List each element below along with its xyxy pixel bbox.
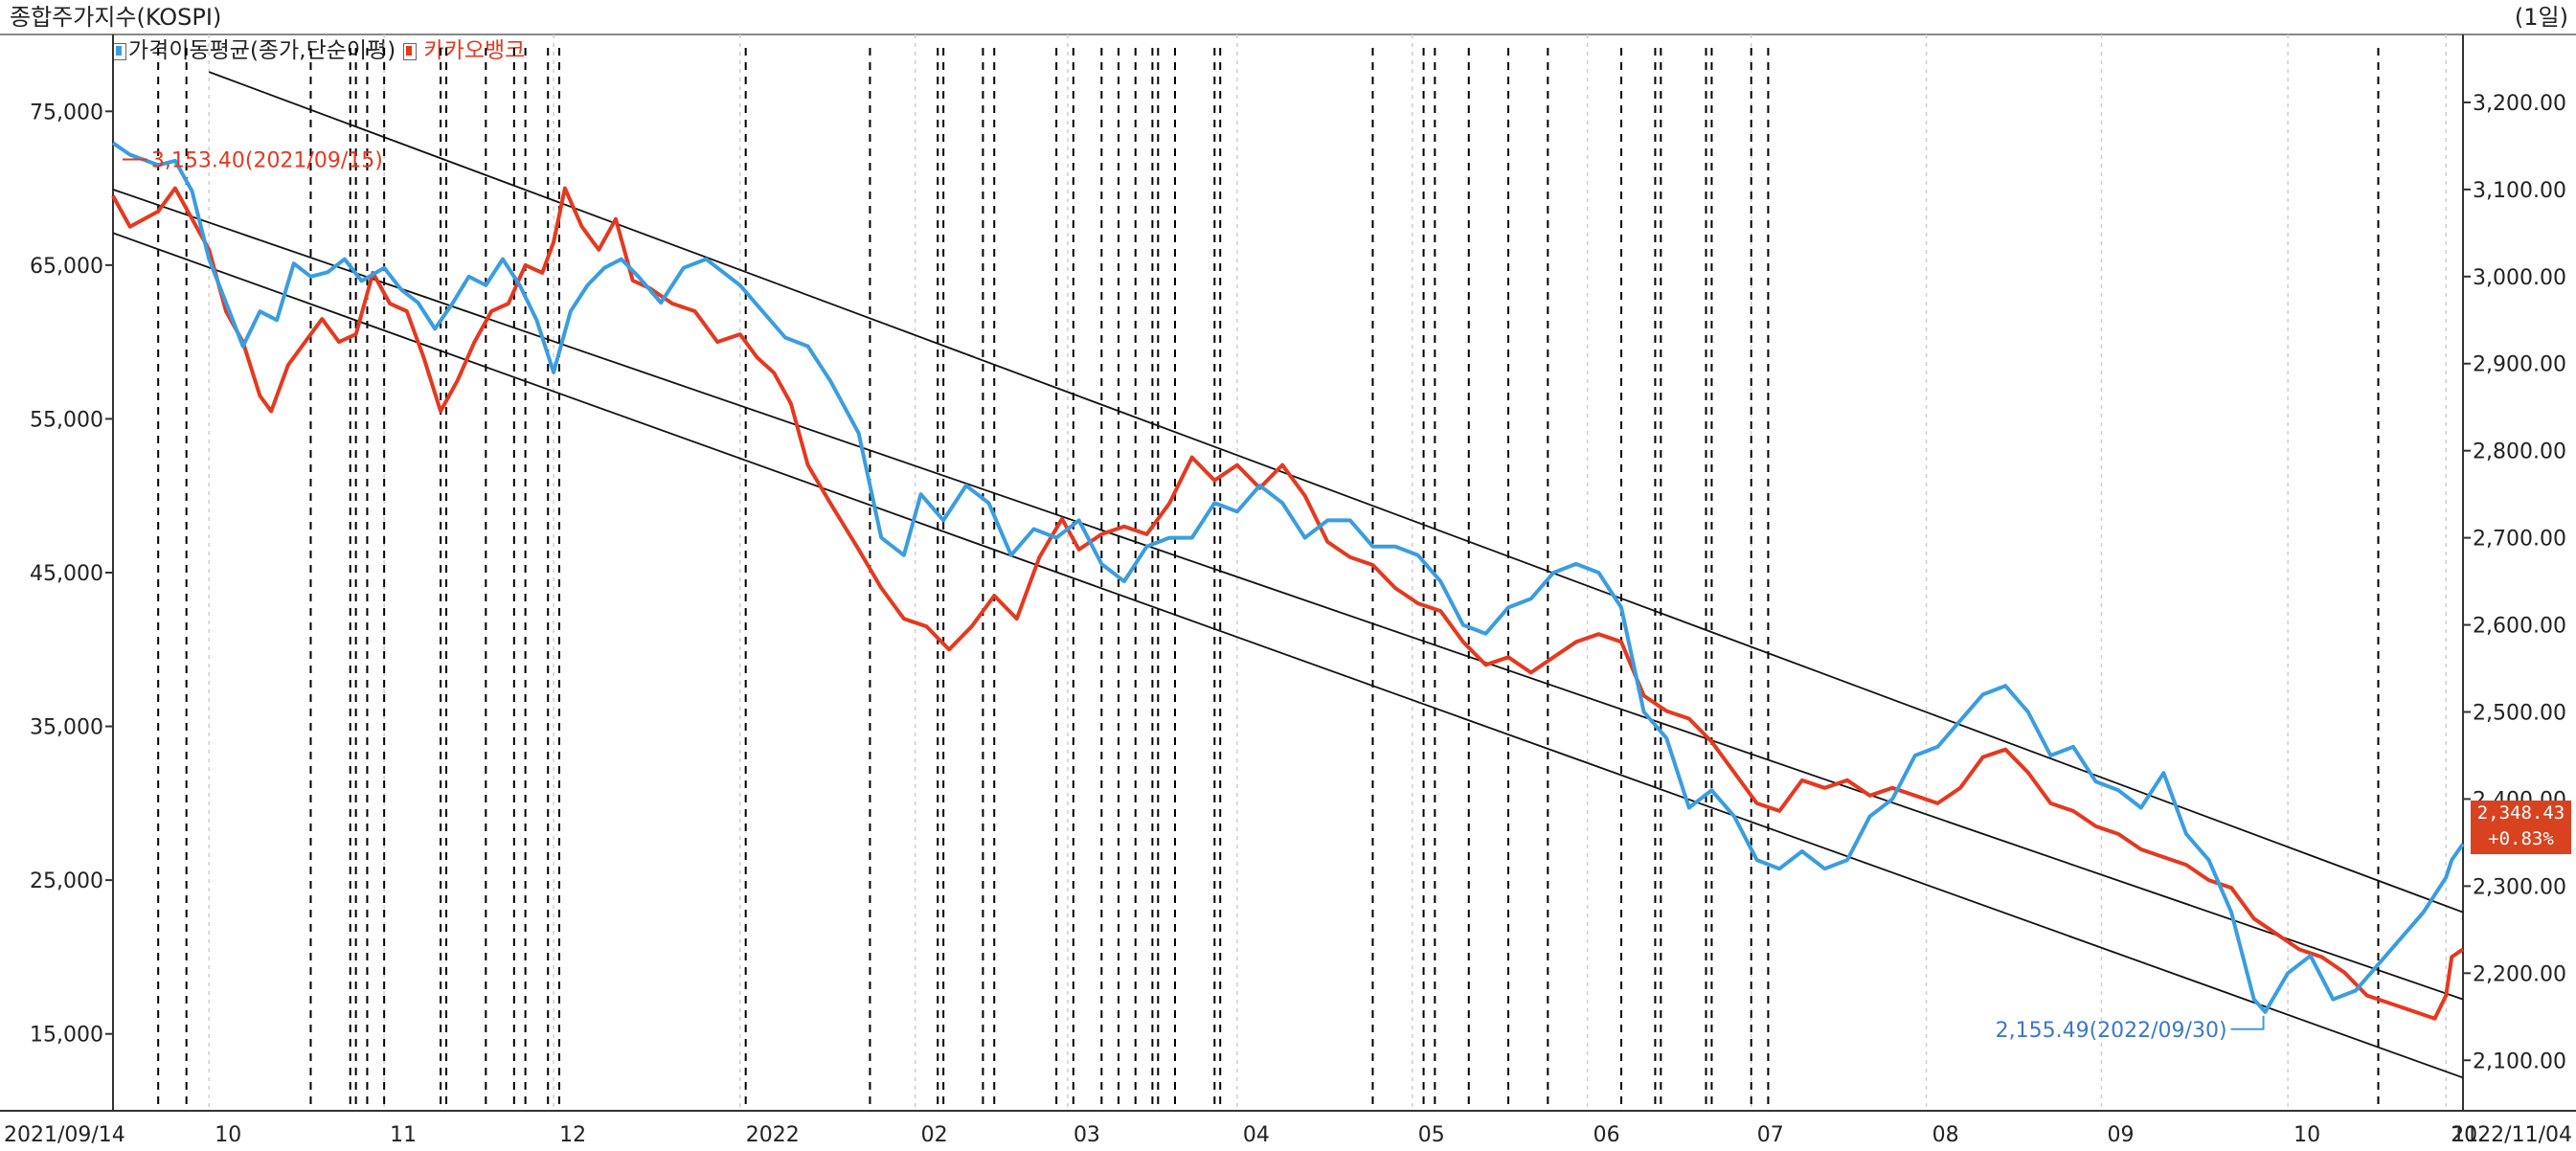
current-price: 2,348.43 [2476,802,2565,824]
right-axis-tick-label: 2,900.00 [2473,353,2566,377]
series-line-kakaobank [111,186,2465,1021]
x-axis-tick-label: 12 [559,1123,586,1147]
price-change: +0.83% [2488,828,2554,849]
left-axis-tick-label: 35,000 [30,716,103,740]
right-axis-tick-label: 2,100.00 [2473,1049,2566,1073]
right-axis-tick-label: 3,100.00 [2473,179,2566,203]
x-axis-tick-label: 2022 [746,1123,800,1147]
right-axis-tick-label: 2,800.00 [2473,440,2566,464]
x-axis-tick-label: 03 [1073,1123,1100,1147]
chart-title: 종합주가지수(KOSPI) [10,4,222,31]
left-axis-tick-label: 55,000 [30,408,103,432]
x-axis-tick-label: 02 [921,1123,948,1147]
series-line-kospi [111,141,2465,1014]
trend-channel-line [112,232,2464,1079]
left-axis-tick-label: 15,000 [30,1024,103,1048]
right-axis-tick-label: 3,200.00 [2473,92,2566,116]
annotation-high-label: 3,153.40(2021/09/15) [151,148,383,172]
left-axis-tick-label: 65,000 [30,255,103,279]
legend-kakaobank-checkbox[interactable] [402,42,417,60]
x-axis-tick-label: 10 [2294,1123,2320,1147]
x-axis-tick-label: 08 [1932,1123,1959,1147]
x-axis-tick-label: 06 [1593,1123,1620,1147]
annotation-leader-low [2230,1015,2265,1030]
annotation-low-label: 2,155.49(2022/09/30) [1996,1019,2227,1043]
left-axis-tick-label: 75,000 [30,101,103,124]
x-axis-tick-label: 11 [390,1123,417,1147]
period-label[interactable]: (1일) [2514,4,2568,31]
right-axis-tick-label: 3,000.00 [2473,266,2566,290]
right-axis-tick-label: 2,200.00 [2473,962,2566,986]
x-axis-tick-label: 07 [1757,1123,1784,1147]
x-axis-tick-label: 04 [1243,1123,1270,1147]
left-axis-tick-label: 45,000 [30,562,103,586]
right-axis-tick-label: 2,600.00 [2473,615,2566,639]
right-axis-tick-label: 2,300.00 [2473,875,2566,899]
right-axis-tick-label: 2,700.00 [2473,528,2566,552]
current-price-badge: 2,348.43 +0.83% [2471,801,2571,854]
x-axis-tick-label: 05 [1418,1123,1445,1147]
right-axis-tick-label: 2,500.00 [2473,702,2566,726]
x-axis-tick-label: 2022/11/04 [2451,1123,2572,1147]
left-axis-tick-label: 25,000 [30,869,103,893]
trend-channel-line [112,189,2464,1001]
x-axis-tick-label: 10 [215,1123,241,1147]
x-axis-tick-label: 2021/09/14 [4,1123,125,1147]
x-axis-tick-label: 11 [2452,1123,2478,1147]
x-axis-tick-label: 09 [2107,1123,2134,1147]
trend-channel-line [208,71,2464,914]
